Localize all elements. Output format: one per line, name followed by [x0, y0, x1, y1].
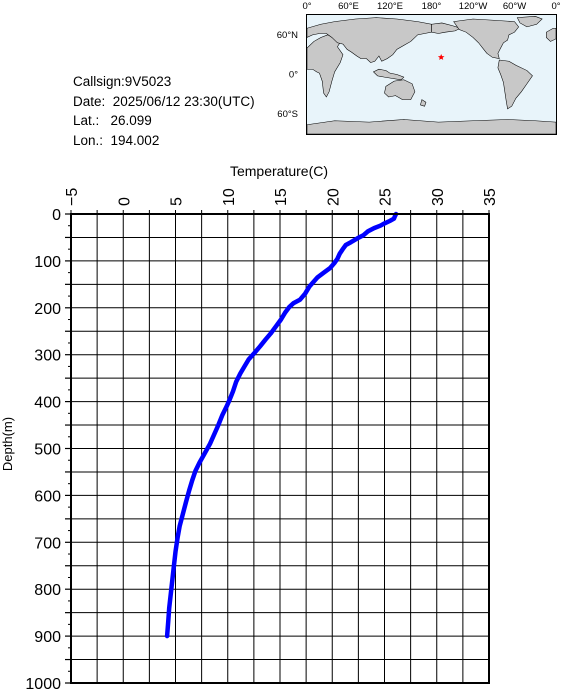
callsign-text: Callsign:9V5023 [73, 74, 172, 89]
chart-grid [70, 213, 490, 684]
y-tick-label: 900 [34, 629, 61, 646]
y-tick-label: 600 [34, 488, 61, 505]
x-tick-label: 5 [169, 197, 186, 206]
longitude-text: Lon.: 194.002 [73, 132, 160, 148]
map-lat-label: 60°S [277, 109, 298, 120]
map-lon-label: 180° [422, 1, 442, 12]
y-tick-label: 200 [34, 301, 61, 318]
x-tick-label: 35 [482, 188, 499, 206]
map-lon-label: 120°E [377, 1, 403, 12]
date-text: Date: 2025/06/12 23:30(UTC) [73, 93, 255, 109]
temperature-profile-line [164, 211, 399, 639]
map-lon-label: 0° [551, 1, 560, 12]
star-icon [437, 53, 445, 60]
map-lon-label: 0° [302, 1, 311, 12]
map-land-north-america [453, 18, 519, 59]
map-lon-label: 60°E [338, 1, 359, 12]
x-tick-label: 15 [273, 188, 290, 206]
y-tick-label: 700 [34, 535, 61, 552]
map-labels: 0° 60°E 120°E 180° 120°W 60°W 0° 60°N 0° 60°S [277, 1, 561, 120]
latitude-text: Lat.: 26.099 [73, 113, 152, 128]
map-land-greenland [516, 16, 543, 28]
y-tick-labels: 0 100 200 300 400 500 600 700 800 900 1000 [25, 207, 61, 690]
y-tick-label: 0 [52, 207, 61, 224]
x-tick-label: 10 [221, 188, 238, 206]
x-tick-label: −5 [64, 188, 81, 206]
x-tick-label: 0 [116, 197, 133, 206]
map-land-europe-west [546, 27, 556, 42]
map-land-eurasia [307, 17, 432, 63]
map-lon-label: 120°W [459, 1, 488, 12]
x-tick-label: 30 [430, 188, 447, 206]
x-tick-labels: −5 0 5 10 15 20 25 30 35 [64, 188, 499, 206]
map-land-indonesia [372, 68, 405, 81]
y-tick-label: 800 [34, 582, 61, 599]
chart-ticks [65, 210, 490, 684]
map-land-australia [384, 79, 416, 100]
map-lon-label: 60°W [503, 1, 526, 12]
y-axis-label: Depth(m) [0, 417, 15, 471]
map-lat-label: 0° [289, 70, 298, 81]
world-map-svg [307, 15, 556, 134]
world-map [306, 14, 557, 135]
map-marker [437, 53, 445, 60]
map-land [307, 16, 556, 134]
plot-frame [70, 213, 490, 684]
x-tick-label: 25 [378, 188, 395, 206]
x-axis-label: Temperature(C) [230, 163, 328, 179]
y-tick-label: 300 [34, 348, 61, 365]
y-tick-label: 500 [34, 442, 61, 459]
y-tick-label: 400 [34, 395, 61, 412]
map-land-antarctica [307, 119, 556, 134]
map-land-alaska [431, 22, 462, 34]
y-tick-label: 100 [34, 254, 61, 271]
map-land-nz [420, 99, 427, 107]
x-tick-label: 20 [325, 188, 342, 206]
y-tick-label: 1000 [25, 676, 61, 690]
chart-series [164, 211, 399, 639]
station-info: Callsign:9V5023 Date: 2025/06/12 23:30(U… [73, 72, 255, 150]
map-lat-label: 60°N [277, 30, 298, 41]
map-land-south-america [497, 59, 533, 110]
